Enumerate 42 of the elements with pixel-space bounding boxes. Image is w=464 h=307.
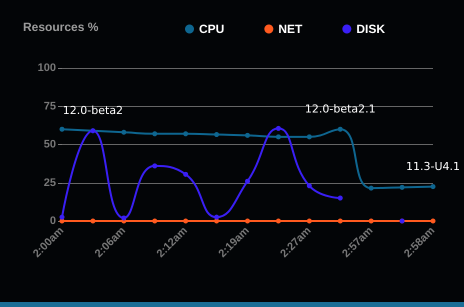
point bbox=[183, 172, 188, 177]
point bbox=[60, 214, 64, 220]
y-tick-label: 100 bbox=[38, 62, 56, 74]
point bbox=[400, 184, 405, 190]
point bbox=[276, 126, 281, 131]
point bbox=[214, 132, 220, 138]
data-label: 12.0-beta2.1 bbox=[304, 102, 376, 116]
point bbox=[368, 218, 374, 224]
point bbox=[90, 218, 96, 224]
legend-label: CPU bbox=[199, 22, 224, 36]
data-label: 11.3-U4.1 bbox=[406, 160, 460, 174]
point bbox=[368, 186, 374, 191]
point bbox=[338, 196, 343, 201]
point bbox=[306, 218, 312, 224]
legend-label: NET bbox=[278, 22, 304, 36]
point bbox=[338, 126, 343, 132]
point bbox=[214, 214, 220, 220]
point bbox=[152, 163, 158, 168]
point bbox=[121, 130, 126, 135]
point bbox=[60, 126, 64, 132]
point bbox=[430, 218, 436, 224]
point bbox=[152, 131, 158, 136]
point bbox=[245, 218, 250, 224]
y-tick-label: 25 bbox=[44, 176, 56, 189]
point bbox=[276, 218, 281, 224]
legend-label: DISK bbox=[356, 22, 386, 36]
point bbox=[430, 184, 436, 190]
y-tick-label: 0 bbox=[50, 215, 56, 227]
data-label: 12.0-beta2 bbox=[62, 104, 124, 118]
y-tick-label: 75 bbox=[44, 100, 56, 112]
y-tick-label: 50 bbox=[44, 138, 56, 150]
point bbox=[121, 215, 126, 220]
point bbox=[245, 178, 250, 184]
point bbox=[306, 183, 312, 188]
point bbox=[183, 131, 188, 136]
point bbox=[276, 134, 281, 140]
point bbox=[338, 218, 343, 224]
point bbox=[183, 218, 188, 224]
point bbox=[306, 134, 312, 140]
point bbox=[152, 218, 158, 224]
chart-title: Resources % bbox=[23, 20, 99, 34]
point bbox=[245, 132, 250, 138]
